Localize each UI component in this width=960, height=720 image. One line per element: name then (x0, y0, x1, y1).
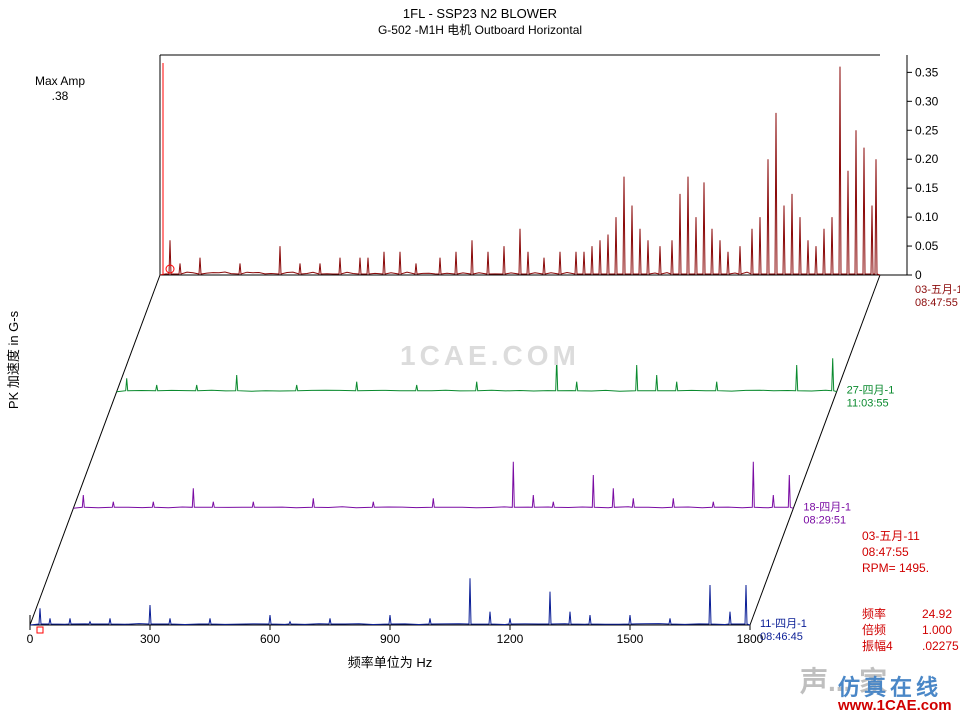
y-axis-label: PK 加速度 in G-s (6, 310, 21, 409)
spectrum-trace (30, 578, 750, 625)
y-tick-label: 0.10 (915, 210, 939, 224)
trace-time-label: 08:29:51 (803, 514, 846, 526)
chart-title: 1FL - SSP23 N2 BLOWER (403, 6, 557, 21)
x-tick-label: 1500 (617, 632, 644, 646)
y-tick-label: 0.25 (915, 123, 939, 137)
maxamp-value: .38 (52, 89, 69, 103)
waterfall-spectrum-chart: 0 0.05 0.10 0.15 0.20 0.25 0.30 0.35 0 300 600 900 1… (0, 0, 960, 720)
x-tick-label: 600 (260, 632, 280, 646)
info-line: 08:47:55 (862, 545, 909, 559)
y-tick-label: 0.15 (915, 181, 939, 195)
info-label: 频率 (862, 606, 886, 621)
maxamp-label: Max Amp (35, 74, 85, 88)
x-tick-label: 300 (140, 632, 160, 646)
trace-date-label: 03-五月-1 (915, 284, 960, 296)
skew-right (750, 275, 880, 625)
info-line: 03-五月-11 (862, 529, 920, 543)
x-tick-label: 0 (27, 632, 34, 646)
trace-date-label: 27-四月-1 (847, 385, 895, 397)
info-value: 24.92 (922, 607, 952, 621)
trace-date-label: 11-四月-1 (760, 618, 807, 630)
info-value: 1.000 (922, 623, 952, 637)
info-label: 倍频 (862, 622, 886, 637)
y-tick-label: 0.20 (915, 152, 939, 166)
x-tick-label: 900 (380, 632, 400, 646)
trace-time-label: 08:47:55 (915, 297, 958, 309)
cursor-circle (166, 265, 174, 273)
spectrum-trace (160, 67, 880, 275)
chart-subtitle: G-502 -M1H 电机 Outboard Horizontal (378, 23, 582, 37)
cursor-marker (37, 627, 43, 633)
x-axis-label: 频率单位为 Hz (348, 655, 433, 670)
skew-left (30, 275, 160, 625)
spectrum-trace (73, 462, 793, 509)
info-value: .02275 (922, 639, 959, 653)
spectrum-trace (117, 358, 837, 391)
x-tick-label: 1200 (497, 632, 524, 646)
info-line: RPM= 1495. (862, 561, 929, 575)
trace-date-label: 18-四月-1 (803, 501, 851, 513)
y-tick-label: 0.30 (915, 94, 939, 108)
y-tick-label: 0 (915, 268, 922, 282)
trace-time-label: 08:46:45 (760, 631, 803, 643)
info-label: 振幅4 (862, 638, 893, 653)
y-tick-label: 0.05 (915, 239, 939, 253)
trace-time-label: 11:03:55 (847, 398, 889, 410)
y-tick-label: 0.35 (915, 65, 939, 79)
